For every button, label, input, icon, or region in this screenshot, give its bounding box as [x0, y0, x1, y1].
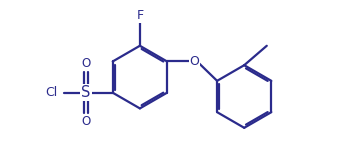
Text: S: S — [81, 85, 91, 100]
Text: O: O — [81, 57, 91, 70]
Text: Cl: Cl — [45, 86, 57, 99]
Text: O: O — [81, 115, 91, 128]
Text: O: O — [190, 55, 200, 68]
Text: F: F — [136, 9, 144, 22]
